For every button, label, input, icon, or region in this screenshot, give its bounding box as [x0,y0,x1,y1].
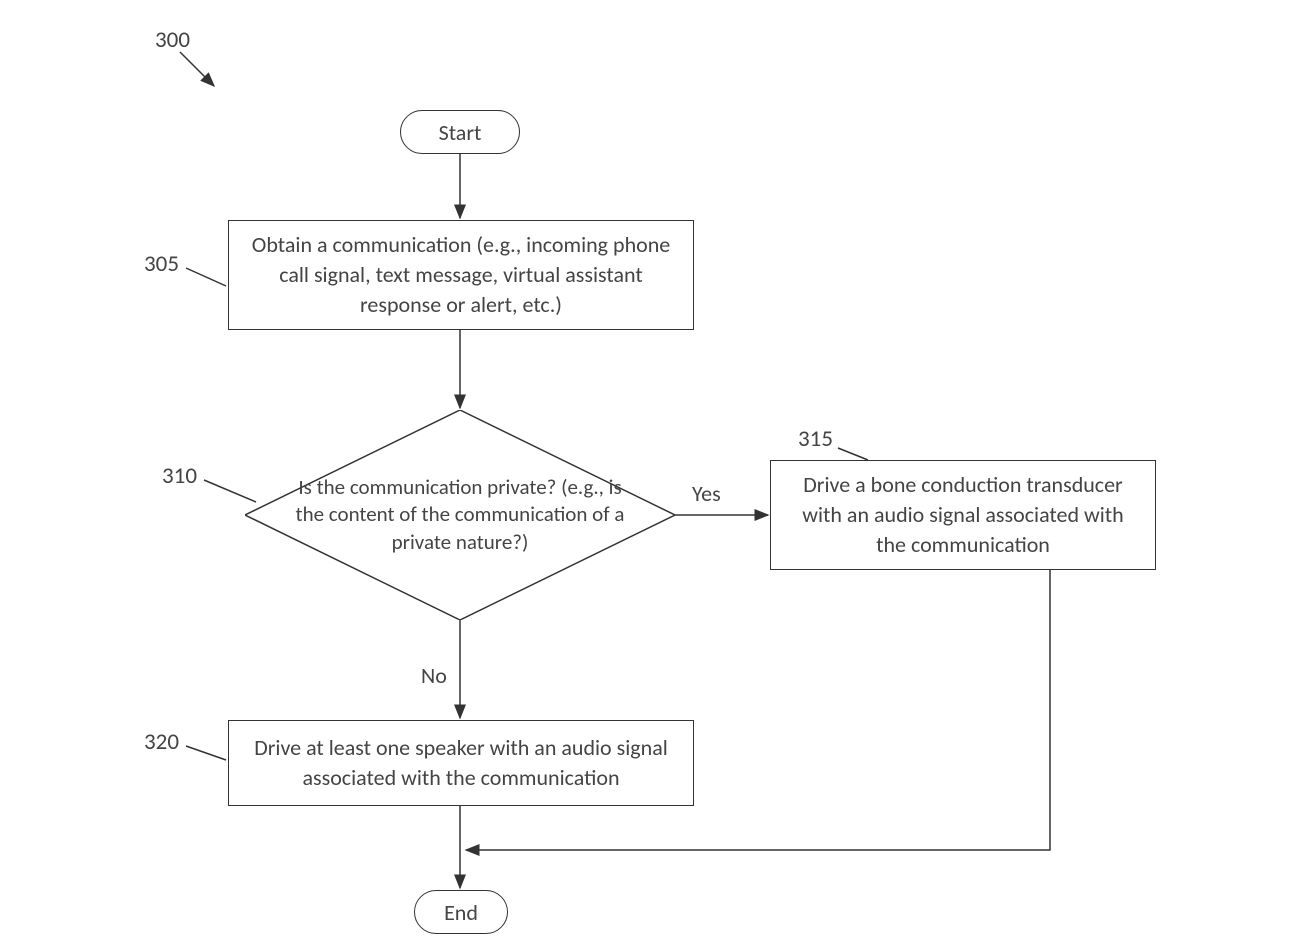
end-node: End [414,890,508,934]
start-node: Start [400,110,520,154]
start-label: Start [439,119,482,146]
edge-label-yes: Yes [692,480,721,507]
ref-label-315: 315 [798,425,833,453]
process-320: Drive at least one speaker with an audio… [228,720,694,806]
ref-label-320: 320 [144,728,179,756]
decision-310: Is the communication private? (e.g., is … [245,410,675,620]
process-305: Obtain a communication (e.g., incoming p… [228,220,694,330]
diagram-ref-300: 300 [155,26,190,54]
process-315: Drive a bone conduction transducer with … [770,460,1156,570]
decision-310-text: Is the communication private? (e.g., is … [245,410,675,620]
process-305-text: Obtain a communication (e.g., incoming p… [243,230,679,319]
edge-label-no: No [421,662,447,689]
process-320-text: Drive at least one speaker with an audio… [243,733,679,792]
end-label: End [444,899,478,926]
process-315-text: Drive a bone conduction transducer with … [785,470,1141,559]
ref-label-305: 305 [144,250,179,278]
ref-label-310: 310 [162,462,197,490]
